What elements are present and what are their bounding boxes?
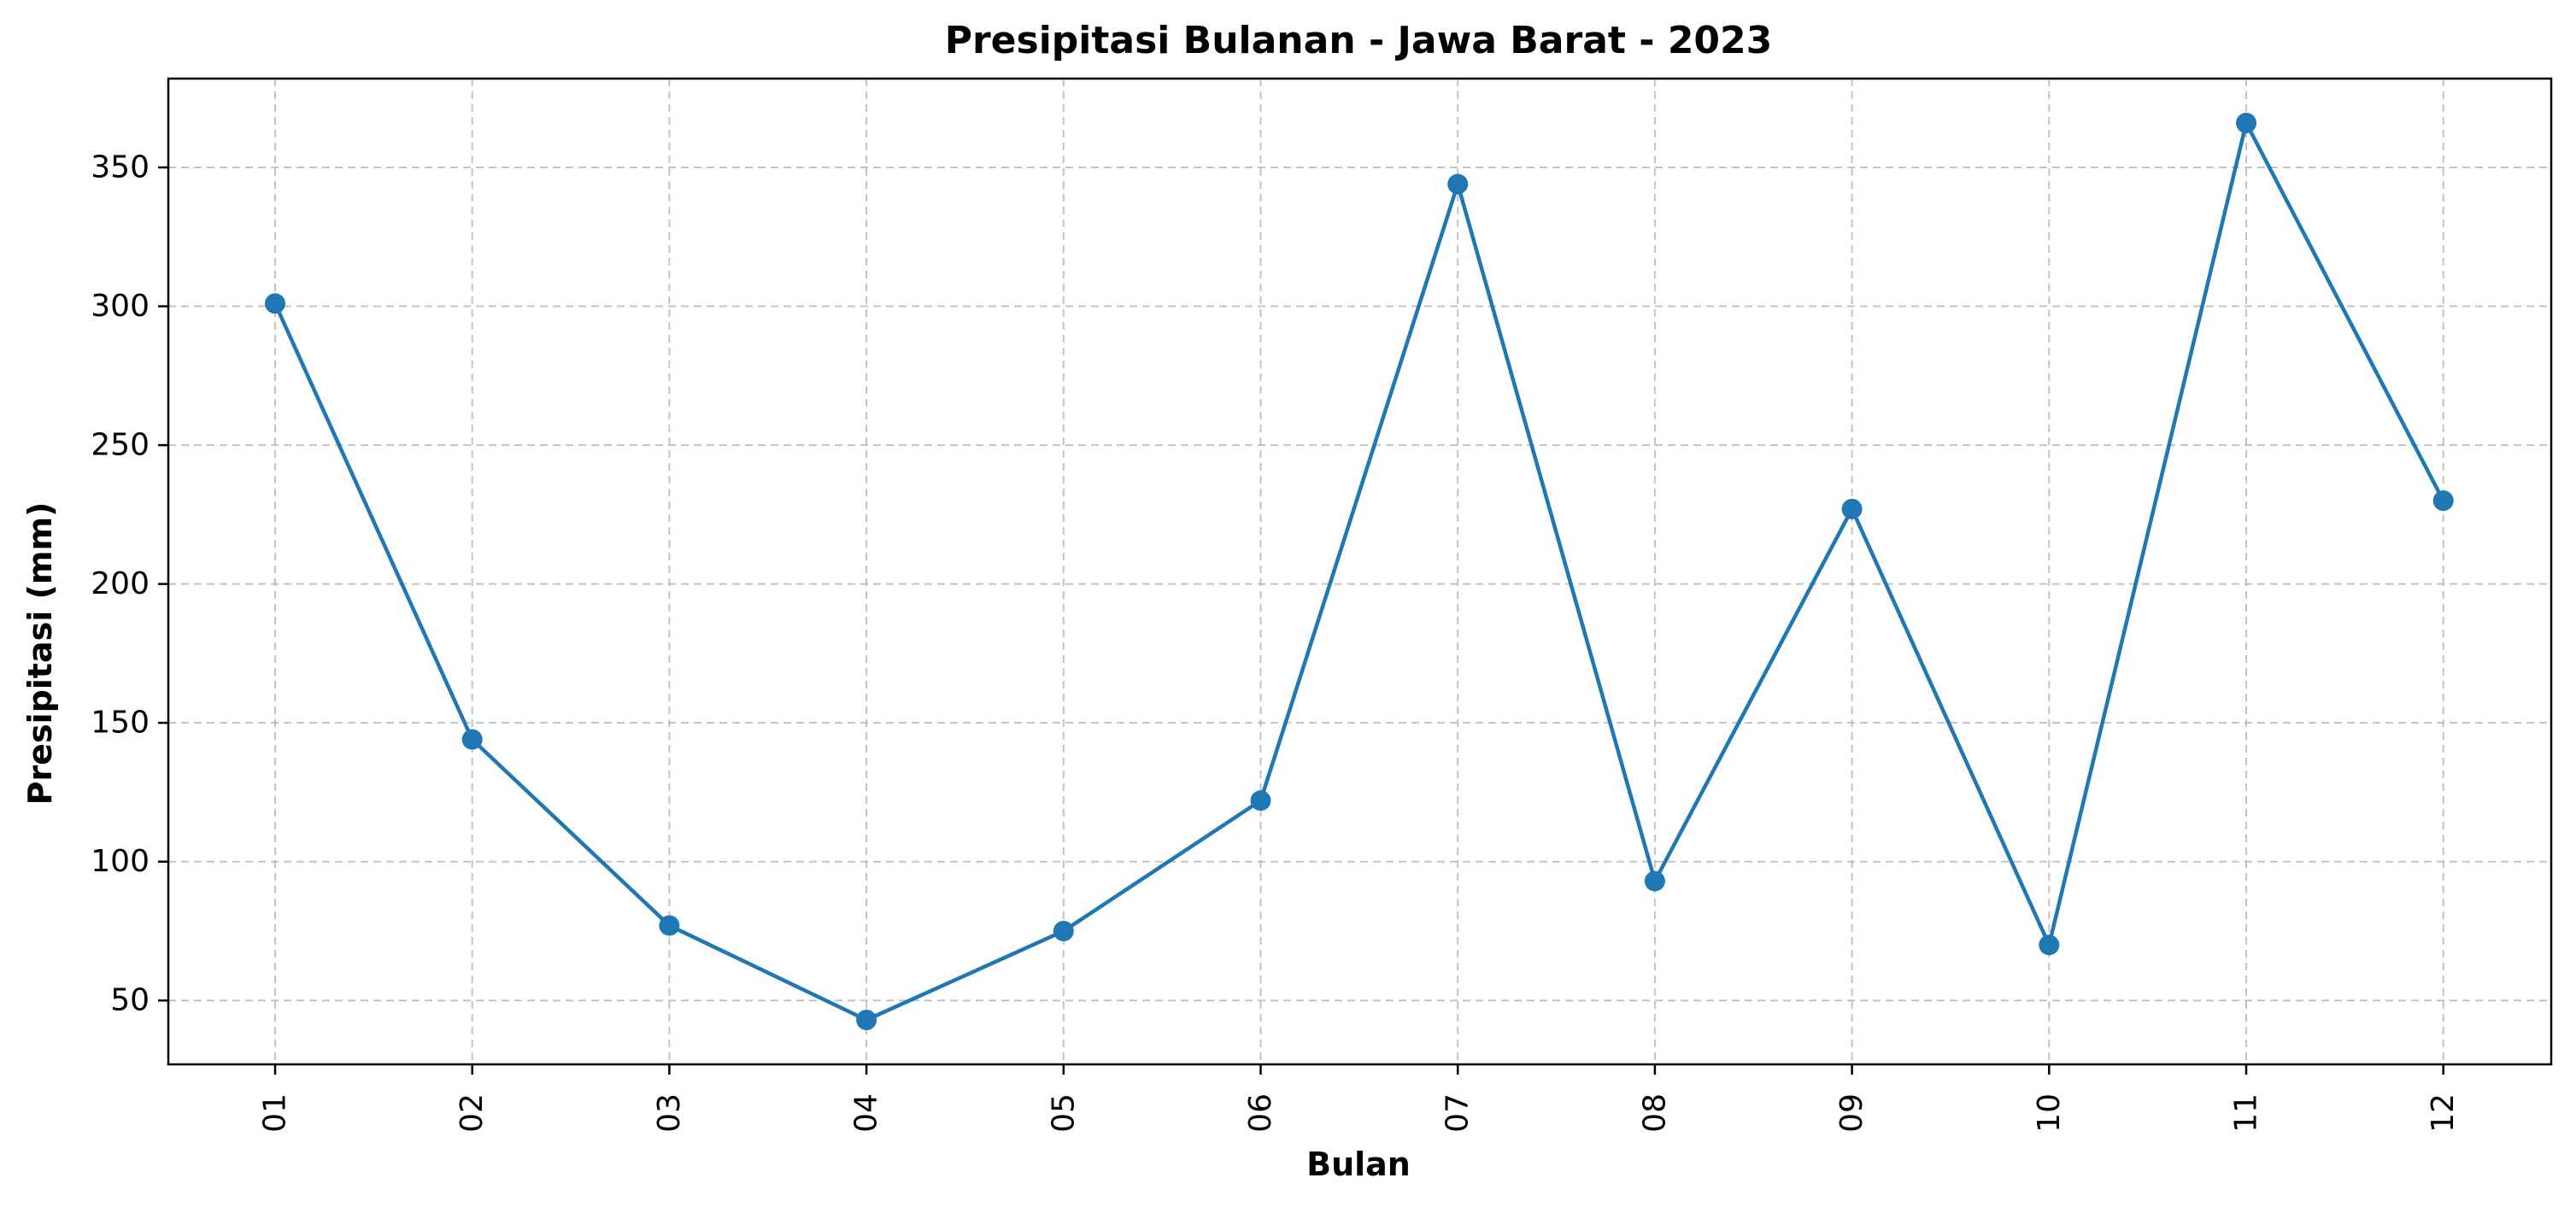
chart-title: Presipitasi Bulanan - Jawa Barat - 2023	[945, 19, 1773, 62]
x-axis: 01 02 03 04 05 06 07 08 09 10 11 12	[258, 1064, 2461, 1133]
x-tick-label: 03	[652, 1093, 687, 1133]
x-tick-label: 11	[2229, 1093, 2264, 1133]
x-tick-label: 08	[1637, 1093, 1672, 1133]
x-tick-label: 06	[1243, 1093, 1278, 1133]
data-point	[2432, 490, 2454, 512]
y-tick-label: 50	[110, 983, 150, 1018]
data-point	[1841, 498, 1863, 519]
x-tick-label: 10	[2032, 1093, 2067, 1133]
data-point	[2039, 935, 2060, 956]
grid	[168, 79, 2551, 1064]
data-point	[1053, 920, 1074, 941]
y-tick-label: 250	[91, 428, 150, 463]
data-point	[1250, 790, 1271, 812]
x-axis-label: Bulan	[1306, 1146, 1411, 1183]
x-tick-label: 12	[2426, 1093, 2461, 1133]
x-tick-label: 07	[1441, 1093, 1476, 1133]
y-tick-label: 200	[91, 566, 150, 601]
y-tick-label: 350	[91, 150, 150, 185]
data-point	[856, 1009, 877, 1030]
y-tick-label: 150	[91, 706, 150, 741]
x-tick-label: 05	[1046, 1093, 1081, 1133]
series-layer	[265, 113, 2454, 1030]
data-point	[265, 293, 285, 314]
data-point	[659, 915, 680, 936]
y-axis: 50 100 150 200 250 300 350	[91, 150, 168, 1018]
data-point	[2236, 113, 2256, 134]
x-tick-label: 09	[1834, 1093, 1869, 1133]
x-tick-label: 02	[455, 1093, 490, 1133]
series-line	[273, 120, 2445, 1023]
data-point	[1644, 870, 1665, 892]
x-tick-label: 01	[258, 1093, 293, 1133]
plot-frame	[167, 77, 2553, 1066]
data-point	[1447, 173, 1469, 195]
y-axis-label: Presipitasi (mm)	[21, 502, 59, 806]
data-point	[461, 729, 483, 750]
x-tick-label: 04	[849, 1093, 884, 1133]
y-tick-label: 300	[91, 289, 150, 324]
y-tick-label: 100	[91, 844, 150, 879]
